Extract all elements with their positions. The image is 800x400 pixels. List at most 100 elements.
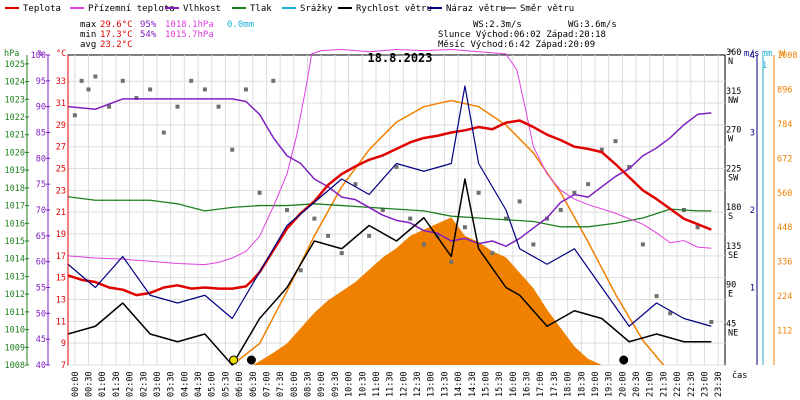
wind-direction-point <box>654 294 659 299</box>
ms-tick-label: 4 <box>750 51 755 61</box>
wind-direction-point <box>175 104 180 109</box>
x-tick-label: 05:00 <box>208 371 218 397</box>
temp-tick-label: 27 <box>56 143 66 153</box>
x-tick-label: 11:30 <box>386 371 396 397</box>
stat-max-rain: 0.0mm <box>227 20 254 30</box>
dir-tick-name: NE <box>728 328 738 338</box>
dir-tick-name: S <box>728 212 733 222</box>
ms-axis-title: m/s <box>744 49 759 59</box>
dir-tick-label: 90 <box>726 281 736 291</box>
wind-direction-point <box>271 78 276 83</box>
x-tick-label: 18:30 <box>577 371 587 397</box>
pct-tick-label: 45 <box>36 335 46 345</box>
w-tick-label: 784 <box>777 120 792 130</box>
legend-label: Srážky <box>300 4 333 14</box>
dir-tick-label: 45 <box>726 319 736 329</box>
x-tick-label: 07:00 <box>262 371 272 397</box>
pct-tick-label: 40 <box>36 361 46 371</box>
x-tick-label: 08:00 <box>290 371 300 397</box>
pct-tick-label: 75 <box>36 180 46 190</box>
x-tick-label: 14:00 <box>454 371 464 397</box>
stat-max-label: max <box>80 20 97 30</box>
x-tick-label: 15:00 <box>481 371 491 397</box>
legend-label: Tlak <box>250 4 272 14</box>
hpa-tick-label: 1025 <box>5 60 25 70</box>
stat-min-temp: 17.3°C <box>100 30 133 40</box>
info-wg: WG:3.6m/s <box>568 20 617 30</box>
stat-max-temp: 29.6°C <box>100 20 133 30</box>
hpa-tick-label: 1016 <box>5 219 25 229</box>
pct-tick-label: 60 <box>36 258 46 268</box>
wind-direction-point <box>298 268 303 273</box>
sunrise-marker <box>229 355 239 365</box>
pct-tick-label: 65 <box>36 232 46 242</box>
hpa-tick-label: 1017 <box>5 202 25 212</box>
x-tick-label: 02:00 <box>126 371 136 397</box>
hpa-tick-label: 1021 <box>5 131 25 141</box>
wind-direction-point <box>107 104 112 109</box>
dir-tick-name: SW <box>728 173 739 183</box>
temp-tick-label: 29 <box>56 121 66 131</box>
dir-tick-name: E <box>728 290 733 300</box>
x-tick-label: 04:00 <box>180 371 190 397</box>
wind-direction-point <box>490 251 495 256</box>
dir-tick-label: 180 <box>726 203 741 213</box>
mm-tick-label: 1 <box>762 61 767 71</box>
x-tick-label: 07:30 <box>276 371 286 397</box>
ms-tick-label: 2 <box>750 206 755 216</box>
hpa-tick-label: 1012 <box>5 290 25 300</box>
pct-tick-label: 70 <box>36 206 46 216</box>
hpa-tick-label: 1009 <box>5 343 25 353</box>
wind-direction-point <box>134 96 139 101</box>
wind-direction-point <box>257 190 262 195</box>
series-humidity <box>67 98 712 247</box>
series-wind-speed <box>67 178 712 366</box>
x-tick-label: 03:30 <box>167 371 177 397</box>
info-ws: WS:2.3m/s <box>473 20 522 30</box>
wind-direction-point <box>312 216 317 221</box>
x-tick-label: 13:00 <box>427 371 437 397</box>
wind-direction-point <box>517 199 522 204</box>
hpa-tick-label: 1024 <box>5 78 25 88</box>
info-sun: Slunce Východ:06:02 Západ:20:18 <box>438 30 606 40</box>
hpa-tick-label: 1008 <box>5 361 25 371</box>
hpa-tick-label: 1020 <box>5 148 25 158</box>
wind-direction-point <box>709 319 714 324</box>
wind-direction-point <box>558 208 563 212</box>
x-tick-label: 11:00 <box>372 371 382 397</box>
x-tick-label: 21:00 <box>646 371 656 397</box>
x-tick-label: 20:30 <box>632 371 642 397</box>
wind-direction-point <box>202 87 207 92</box>
wind-direction-point <box>695 225 700 230</box>
info-moon: Měsíc Východ:6:42 Západ:20:09 <box>438 40 595 50</box>
pct-tick-label: 50 <box>36 309 46 319</box>
x-tick-label: 04:30 <box>194 371 204 397</box>
x-tick-label: 08:30 <box>304 371 314 397</box>
moonrise-marker <box>246 355 256 365</box>
wind-direction-point <box>668 311 673 316</box>
x-tick-label: 16:00 <box>509 371 519 397</box>
wind-direction-point <box>326 233 331 238</box>
temp-tick-label: 31 <box>56 99 66 109</box>
x-tick-label: 22:00 <box>673 371 683 397</box>
x-tick-label: 06:00 <box>235 371 245 397</box>
series-solar-theoretical <box>231 99 664 366</box>
hpa-tick-label: 1015 <box>5 237 25 247</box>
wind-direction-point <box>640 242 645 247</box>
x-tick-label: 20:00 <box>618 371 628 397</box>
wind-direction-point <box>189 78 194 83</box>
x-tick-label: 03:00 <box>153 371 163 397</box>
wind-direction-point <box>285 208 289 212</box>
wind-direction-point <box>462 225 467 230</box>
x-tick-label: 01:00 <box>98 371 108 397</box>
dir-tick-label: 270 <box>726 126 741 136</box>
temp-tick-label: 21 <box>56 208 66 218</box>
temp-tick-label: 17 <box>56 252 66 262</box>
wind-direction-point <box>627 164 632 169</box>
wind-direction-point <box>148 87 153 92</box>
x-tick-label: 15:30 <box>495 371 505 397</box>
w-tick-label: 112 <box>777 327 792 337</box>
legend-label: Vlhkost <box>183 4 221 14</box>
